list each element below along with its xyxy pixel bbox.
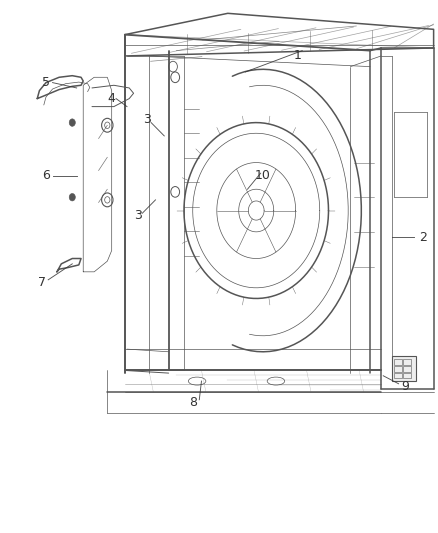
- Text: 1: 1: [294, 50, 302, 62]
- Circle shape: [69, 193, 75, 201]
- Text: 10: 10: [255, 169, 271, 182]
- Text: 9: 9: [401, 380, 409, 393]
- Text: 2: 2: [419, 231, 427, 244]
- Text: 8: 8: [189, 396, 197, 409]
- Text: 6: 6: [42, 169, 50, 182]
- Text: 5: 5: [42, 76, 50, 89]
- Text: 3: 3: [134, 209, 142, 222]
- Circle shape: [69, 119, 75, 126]
- Text: 7: 7: [38, 276, 46, 289]
- Text: 3: 3: [143, 114, 151, 126]
- FancyBboxPatch shape: [392, 356, 416, 381]
- Text: 4: 4: [108, 92, 116, 105]
